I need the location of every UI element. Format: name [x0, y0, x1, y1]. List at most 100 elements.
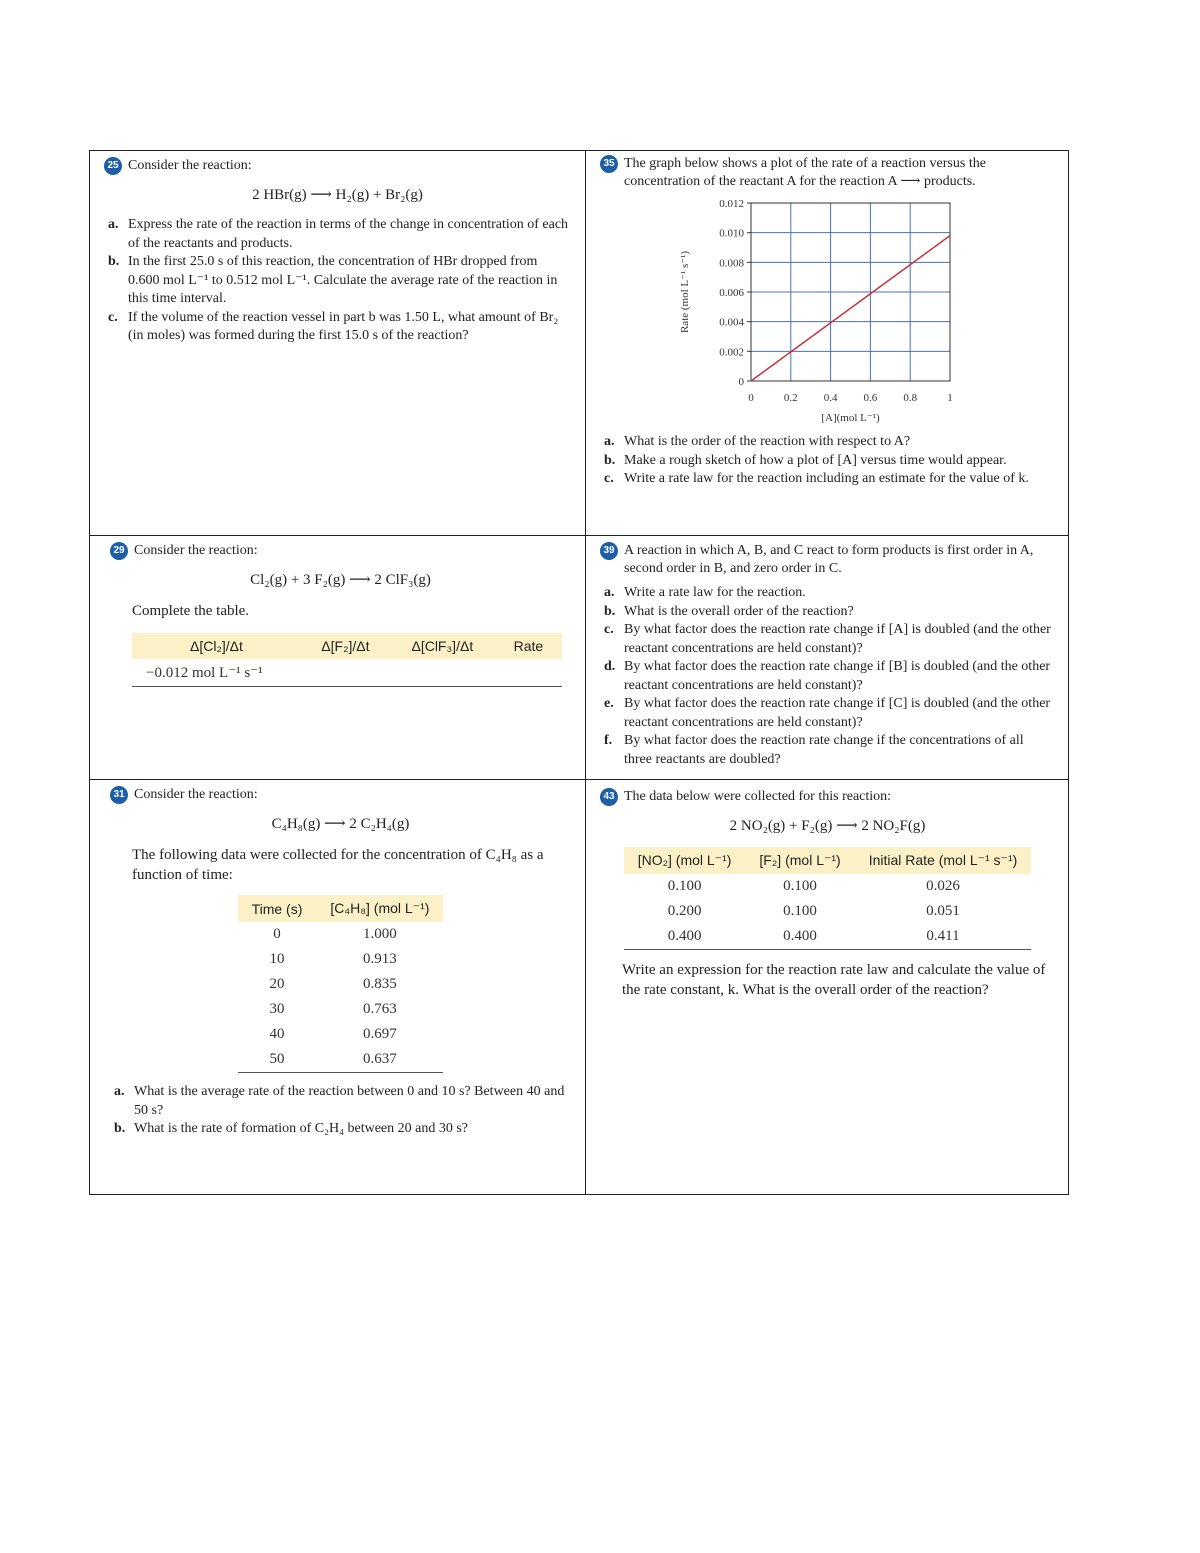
part-label: d. — [604, 659, 616, 674]
x-tick-label: 0.6 — [864, 392, 878, 404]
divider — [585, 150, 586, 1195]
table-row: 50 0.637 — [237, 1047, 444, 1073]
question-part: c. Write a rate law for the reaction incl… — [604, 470, 1055, 489]
part-text: By what factor does the reaction rate ch… — [624, 622, 1051, 656]
x-axis-label: [A](mol L⁻¹) — [821, 412, 880, 424]
part-label: e. — [604, 696, 614, 711]
problem-text: Write an expression for the reaction rat… — [622, 962, 1046, 998]
column-header: Δ[ClF₃]/Δt — [389, 633, 495, 659]
table-row: 40 0.697 — [238, 1022, 444, 1047]
table-row: 0.200 0.100 0.051 — [624, 899, 1032, 924]
part-label: a. — [604, 585, 615, 600]
problem-number: 43 — [600, 788, 618, 806]
problem: 39 A reaction in which A, B, and C react … — [586, 536, 1069, 779]
header-row: Time (s) [C₄H₈] (mol L⁻¹) — [237, 895, 444, 922]
x-tick-label: 0 — [748, 392, 754, 404]
column-header: Rate — [494, 633, 562, 659]
problem-intro: Consider the reaction: — [134, 787, 258, 802]
equation: 2 HBr(g) ⟶ H₂(g) + Br₂(g) — [252, 187, 423, 203]
part-label: b. — [114, 1121, 126, 1136]
y-tick-label: 0 — [739, 376, 745, 388]
question-part: c. If the volume of the reaction vessel i… — [108, 309, 571, 346]
table-cell: 1.000 — [363, 926, 397, 942]
table-cell: 0.763 — [363, 1001, 397, 1017]
question-part: a. What is the average rate of the reacti… — [114, 1083, 571, 1120]
part-label: c. — [604, 471, 614, 486]
part-label: b. — [604, 452, 616, 468]
problem-grid — [89, 150, 1069, 1195]
part-label: b. — [108, 254, 120, 269]
table-cell: 0.411 — [854, 924, 1032, 950]
table-row: 0.100 0.100 0.026 — [624, 874, 1032, 899]
part-text: By what factor does the reaction rate ch… — [624, 733, 1024, 767]
problem: 25 Consider the reaction: 2 HBr(g) ⟶ H₂(g)… — [90, 151, 585, 535]
equation: Cl₂(g) + 3 F₂(g) ⟶ 2 ClF₃(g) — [250, 572, 431, 588]
part-text: What is the overall order of the reactio… — [624, 603, 854, 619]
header-row: Δ[Cl₂]/Δt Δ[F₂]/Δt Δ[ClF₃]/Δt Rate — [132, 633, 562, 659]
y-tick-label: 0.006 — [719, 287, 744, 299]
table-cell: 0.637 — [316, 1047, 444, 1073]
table-cell: 0.100 — [783, 903, 817, 919]
table-body: 0.100 0.100 0.026 0.200 0.100 0.051 0.400 0.400… — [623, 874, 1032, 950]
table-head: Δ[Cl₂]/Δt Δ[F₂]/Δt Δ[ClF₃]/Δt Rate — [132, 633, 562, 659]
part-label: c. — [604, 622, 614, 637]
table-cell — [494, 659, 562, 687]
data-line — [750, 235, 951, 382]
problem: 35 The graph below shows a plot of the ra… — [586, 151, 1069, 535]
part-text: What is the rate of formation of C₂H₄ be… — [134, 1121, 468, 1136]
question-part: a. Write a rate law for the reaction. — [604, 584, 1055, 603]
table-cell: 0.697 — [363, 1026, 397, 1042]
part-text: What is the average rate of the reaction… — [134, 1084, 565, 1118]
table-head: [NO₂] (mol L⁻¹) [F₂] (mol L⁻¹) Initial Rat… — [623, 847, 1032, 874]
column-header: [C₄H₈] (mol L⁻¹) — [316, 895, 444, 922]
column-header: Δ[F₂]/Δt — [300, 633, 390, 659]
problem-header: 35 The graph below shows a plot of the ra… — [600, 155, 1055, 191]
problem-text: Complete the table. — [132, 603, 250, 619]
part-label: c. — [108, 309, 118, 325]
part-text: By what factor does the reaction rate ch… — [624, 696, 1051, 730]
part-label: a. — [108, 217, 119, 232]
table-cell: 0.400 — [623, 924, 746, 950]
header-row: [NO₂] (mol L⁻¹) [F₂] (mol L⁻¹) Initial Rat… — [623, 847, 1032, 874]
problem-intro: The graph below shows a plot of the rate… — [624, 156, 986, 189]
question-part: b. What is the rate of formation of C₂H₄ … — [114, 1120, 571, 1139]
question-part: c. By what factor does the reaction rate … — [604, 621, 1055, 658]
table-cell: 0.835 — [363, 976, 397, 992]
part-text: Write a rate law for the reaction includ… — [624, 471, 1029, 486]
table-cell: 0.400 — [745, 924, 855, 950]
problem-number: 31 — [110, 786, 128, 804]
x-tick-label: 0.8 — [903, 392, 917, 404]
table-cell: 0.051 — [926, 903, 960, 919]
problem-number: 29 — [110, 542, 128, 560]
problem-intro: The data below were collected for this r… — [624, 789, 892, 804]
problem-intro: A reaction in which A, B, and C react to… — [624, 543, 1034, 576]
table-cell: 0 — [273, 926, 281, 942]
table-row: 0.400 0.400 0.411 — [623, 924, 1032, 950]
question-part: f. By what factor does the reaction rate … — [604, 732, 1055, 769]
part-text: What is the order of the reaction with r… — [624, 434, 911, 449]
table-cell: 40 — [269, 1026, 285, 1042]
table-cell: 0.100 — [783, 878, 817, 894]
table-row: 10 0.913 — [238, 947, 444, 972]
plot-frame — [750, 202, 951, 382]
data-table: Time (s) [C₄H₈] (mol L⁻¹) 0 1.000 10 0.913 20 0… — [237, 895, 444, 1073]
question-part: b. Make a rough sketch of how a plot of [… — [604, 452, 1055, 471]
table-cell: 50 — [237, 1047, 317, 1073]
table-cell: 10 — [269, 951, 285, 967]
x-tick-label: 0.2 — [784, 392, 798, 404]
divider — [89, 779, 1069, 780]
divider — [89, 535, 1069, 536]
problem: 31 Consider the reaction: C₄H₈(g) ⟶ 2 C₂H₄… — [90, 780, 585, 1195]
table-cell: 0.100 — [667, 878, 702, 894]
question-part: d. By what factor does the reaction rate … — [604, 658, 1055, 695]
table-cell: 0.913 — [363, 951, 397, 967]
problem: 43 The data below were collected for this… — [586, 780, 1069, 1195]
part-label: a. — [604, 434, 615, 449]
table-body: 0 1.000 10 0.913 20 0.835 30 0.763 40 0.697 50 0.63… — [237, 922, 444, 1073]
part-label: a. — [114, 1084, 125, 1099]
question-part: b. In the first 25.0 s of this reaction, … — [108, 253, 571, 309]
equation: 2 NO₂(g) + F₂(g) ⟶ 2 NO₂F(g) — [729, 818, 926, 834]
question-part: e. By what factor does the reaction rate … — [604, 695, 1055, 732]
problem-intro: Consider the reaction: — [128, 158, 252, 173]
y-tick-label: 0.004 — [719, 317, 744, 329]
